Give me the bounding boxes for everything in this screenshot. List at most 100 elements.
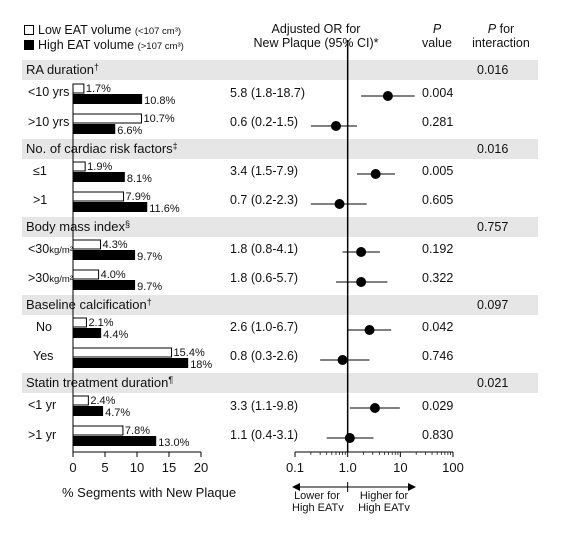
or-ci-text: 1.8 (0.6-5.7)	[230, 271, 299, 285]
bar-high	[73, 250, 136, 260]
bar-low	[72, 113, 142, 124]
bar-low-label: 1.9%	[87, 161, 112, 173]
bar-low	[72, 239, 102, 250]
legend-high-threshold: (>107 cm³)	[137, 41, 184, 52]
row-label: <10 yrs	[28, 85, 70, 99]
p-value: 0.605	[422, 193, 454, 207]
bar-high	[73, 94, 143, 104]
or-ci-text: 3.3 (1.1-9.8)	[230, 399, 299, 413]
bar-high-label: 18%	[190, 359, 212, 371]
bar-low	[72, 269, 100, 280]
bar-x-tick-label: 10	[130, 460, 144, 475]
bar-high-label: 13.0%	[158, 437, 189, 449]
or-point	[369, 403, 380, 413]
bar-low-label: 4.3%	[103, 239, 128, 251]
header-pint-line2: interaction	[472, 36, 530, 50]
legend-high-swatch	[24, 40, 34, 50]
forest-x-tick-label: 0.1	[286, 460, 304, 475]
p-value: 0.746	[422, 349, 454, 363]
header-or-line1: Adjusted OR for	[271, 22, 361, 36]
bar-high	[73, 436, 157, 446]
or-point	[356, 247, 367, 257]
header-pint: P for interaction	[468, 22, 534, 50]
bar-low	[72, 83, 85, 94]
bar-high-label: 4.7%	[105, 407, 130, 419]
bar-low-label: 2.4%	[90, 395, 115, 407]
group-title: Baseline calcification†	[26, 297, 152, 312]
arrow-right-head	[408, 483, 416, 491]
bar-low	[72, 161, 86, 172]
row-label: >1 yr	[28, 428, 57, 442]
or-point	[364, 325, 375, 335]
row-label: <30kg/m²	[28, 242, 73, 256]
forest-x-tick-label: 10	[393, 460, 407, 475]
bar-high	[73, 328, 102, 338]
bar-low	[72, 395, 89, 406]
p-interaction: 0.757	[477, 220, 509, 234]
or-ci-text: 2.6 (1.0-6.7)	[230, 320, 299, 334]
or-point	[337, 355, 348, 365]
or-ci-text: 3.4 (1.5-7.9)	[230, 164, 299, 178]
p-value: 0.029	[422, 399, 454, 413]
row-label: No	[36, 320, 52, 334]
bar-low	[72, 425, 124, 436]
group-title: RA duration†	[26, 62, 99, 77]
bar-high-label: 6.6%	[117, 125, 142, 137]
or-point	[334, 199, 345, 209]
bar-low	[72, 347, 173, 358]
row-label: >30kg/m²	[28, 271, 73, 285]
or-ci-text: 0.7 (0.2-2.3)	[230, 193, 299, 207]
p-interaction: 0.021	[477, 376, 509, 390]
bar-high	[73, 172, 125, 182]
bar-high-label: 9.7%	[137, 251, 162, 263]
p-value: 0.042	[422, 320, 454, 334]
p-interaction: 0.016	[477, 142, 509, 156]
p-value: 0.192	[422, 242, 454, 256]
legend-low: Low EAT volume (<107 cm³)	[24, 23, 181, 37]
or-point	[344, 433, 355, 443]
legend-high: High EAT volume (>107 cm³)	[24, 38, 184, 52]
p-interaction: 0.016	[477, 63, 509, 77]
legend-high-label: High EAT volume	[38, 38, 135, 52]
bar-low	[72, 191, 125, 202]
bar-low-label: 15.4%	[174, 347, 205, 359]
bar-x-tick-label: 5	[101, 460, 108, 475]
bar-x-tick-label: 15	[162, 460, 176, 475]
group-band-calc	[22, 295, 538, 315]
group-band-risk	[22, 139, 538, 159]
forest-x-tick-label: 1.0	[339, 460, 357, 475]
bar-high-label: 11.6%	[149, 203, 180, 215]
bar-low-label: 10.7%	[143, 113, 174, 125]
or-ci-text: 0.6 (0.2-1.5)	[230, 115, 299, 129]
group-title: Body mass index§	[26, 219, 131, 234]
header-pint-line1: P for	[487, 22, 515, 36]
p-value: 0.004	[422, 86, 454, 100]
group-band-statin	[22, 373, 538, 393]
bar-high	[73, 358, 189, 368]
bar-high-label: 8.1%	[127, 173, 152, 185]
or-ci-text: 1.1 (0.4-3.1)	[230, 428, 299, 442]
p-value: 0.281	[422, 115, 454, 129]
bar-low-label: 1.7%	[86, 83, 111, 95]
header-p: P value	[414, 22, 460, 50]
bar-high-label: 4.4%	[103, 329, 128, 341]
annotation-higher: Higher for High EATv	[358, 490, 410, 514]
arrow-left-head	[292, 483, 300, 491]
bar-low-label: 7.8%	[125, 425, 150, 437]
p-value: 0.830	[422, 428, 454, 442]
bar-low	[72, 317, 87, 328]
row-label: >10 yrs	[28, 115, 70, 129]
group-band-ra	[22, 60, 538, 80]
or-point	[356, 277, 367, 287]
bar-high	[73, 124, 116, 134]
legend-low-label: Low EAT volume	[38, 23, 132, 37]
row-label: Yes	[33, 349, 54, 363]
group-title: No. of cardiac risk factors‡	[26, 141, 178, 156]
or-ci-text: 5.8 (1.8-18.7)	[230, 86, 306, 100]
row-label: <1 yr	[28, 398, 57, 412]
group-title: Statin treatment duration¶	[26, 375, 174, 390]
or-point	[382, 91, 393, 101]
row-label: >1	[33, 193, 48, 207]
